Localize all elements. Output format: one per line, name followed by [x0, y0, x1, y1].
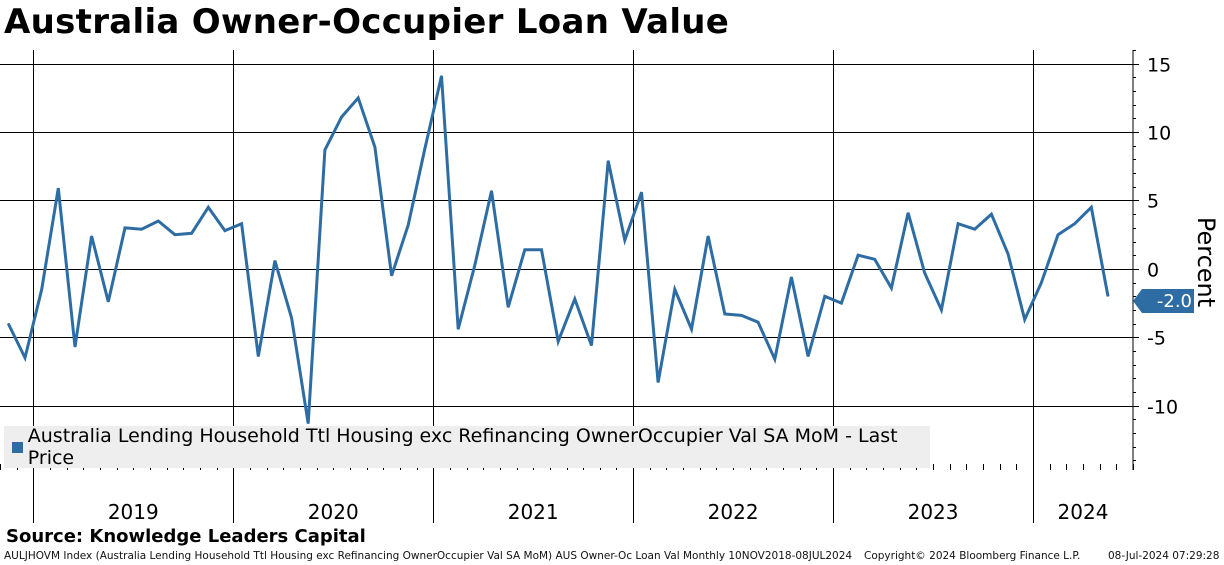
- data-point: [57, 187, 59, 189]
- data-point: [440, 75, 443, 77]
- footer-description: AULJHOVM Index (Australia Lending Househ…: [4, 550, 853, 562]
- data-point: [357, 97, 359, 99]
- data-point: [74, 346, 76, 348]
- data-point: [7, 323, 9, 325]
- y-tick-label: 15: [1147, 55, 1171, 77]
- data-point: [757, 321, 759, 323]
- data-point: [490, 190, 493, 192]
- data-point: [257, 355, 259, 357]
- data-point: [1057, 234, 1059, 236]
- x-year-label: 2020: [308, 500, 359, 524]
- data-point: [107, 301, 109, 303]
- data-point: [174, 234, 176, 236]
- data-point: [224, 230, 226, 232]
- data-point: [1040, 282, 1042, 284]
- data-point: [574, 298, 576, 300]
- chart-legend: Australia Lending Household Ttl Housing …: [4, 425, 930, 469]
- x-year-label: 2019: [108, 500, 159, 524]
- data-point: [507, 306, 509, 308]
- data-point: [624, 239, 626, 241]
- data-point: [1107, 295, 1109, 297]
- x-year-label: 2024: [1058, 500, 1109, 524]
- y-tick-label: -5: [1147, 328, 1166, 350]
- data-point: [874, 258, 876, 260]
- data-point: [141, 228, 143, 230]
- data-point: [374, 146, 376, 148]
- data-point: [1007, 253, 1009, 255]
- data-point: [424, 147, 426, 150]
- data-point: [1074, 223, 1076, 225]
- footer-copyright: Copyright© 2024 Bloomberg Finance L.P.: [864, 550, 1081, 562]
- data-point: [840, 302, 843, 304]
- x-year-label: 2022: [708, 500, 759, 524]
- data-point: [540, 249, 543, 251]
- series-line: [6, 75, 1110, 424]
- data-point: [341, 116, 343, 118]
- y-tick-label: -10: [1147, 397, 1178, 419]
- data-point: [924, 272, 926, 274]
- y-tick-label: 10: [1147, 123, 1171, 145]
- footer-timestamp: 08-Jul-2024 07:29:28: [1108, 550, 1220, 562]
- data-point: [291, 317, 293, 319]
- data-point: [524, 249, 526, 251]
- data-point: [1024, 318, 1026, 321]
- legend-label: Australia Lending Household Ttl Housing …: [27, 425, 898, 469]
- data-point: [690, 328, 693, 330]
- source-note: Source: Knowledge Leaders Capital: [6, 526, 366, 547]
- data-point: [940, 309, 943, 311]
- data-point: [324, 149, 326, 151]
- data-point: [157, 220, 159, 222]
- data-point: [890, 287, 893, 289]
- x-year-label: 2021: [508, 500, 559, 524]
- data-point: [824, 295, 826, 297]
- last-value-badge: -2.0: [1133, 289, 1194, 313]
- data-point: [774, 358, 776, 360]
- data-point: [907, 212, 909, 214]
- data-point: [807, 355, 809, 357]
- data-point: [1090, 206, 1092, 208]
- data-point: [407, 224, 409, 226]
- data-point: [241, 223, 243, 225]
- data-point: [457, 328, 459, 330]
- data-point: [24, 357, 26, 359]
- data-point: [640, 191, 643, 193]
- data-point: [724, 313, 726, 315]
- y-axis-label: Percent: [1192, 217, 1220, 307]
- data-point: [707, 235, 709, 237]
- data-point: [790, 276, 793, 278]
- x-year-label: 2023: [908, 500, 959, 524]
- data-point: [557, 340, 559, 342]
- data-point: [191, 232, 193, 234]
- data-point: [207, 206, 209, 208]
- data-point: [974, 228, 976, 230]
- data-point: [307, 422, 309, 425]
- y-tick-label: 0: [1147, 260, 1159, 282]
- y-tick-label: 5: [1147, 191, 1159, 213]
- data-point: [857, 254, 859, 256]
- data-point: [391, 275, 393, 277]
- legend-swatch: [12, 441, 23, 453]
- data-point: [274, 260, 276, 262]
- data-point: [607, 160, 609, 162]
- data-point: [740, 314, 743, 316]
- data-point: [674, 288, 676, 290]
- data-point: [657, 381, 659, 383]
- data-point: [124, 227, 126, 229]
- data-point: [41, 288, 43, 290]
- data-point: [957, 223, 959, 225]
- data-point: [474, 264, 476, 266]
- chart-title: Australia Owner-Occupier Loan Value: [4, 2, 730, 42]
- data-point: [590, 344, 593, 347]
- data-point: [990, 213, 993, 215]
- data-point: [91, 235, 93, 237]
